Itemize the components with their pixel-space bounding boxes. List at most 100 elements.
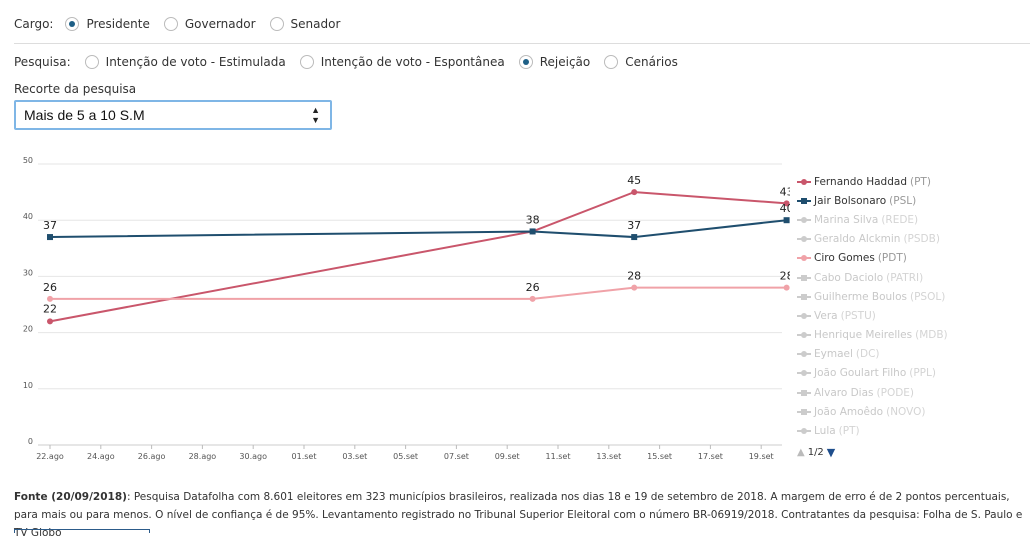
legend-name: Jair Bolsonaro [814,194,887,207]
legend-name: Vera [814,309,838,322]
data-label: 26 [43,281,57,294]
legend-name: Alvaro Dias [814,386,874,399]
legend-item[interactable]: Ciro Gomes (PDT) [797,249,948,268]
legend-swatch-icon [797,349,811,359]
option-label: Senador [290,17,341,31]
legend-swatch-icon [797,426,811,436]
data-label: 37 [43,219,57,232]
legend-item[interactable]: Alvaro Dias (PODE) [797,383,948,402]
radio-button[interactable] [604,55,619,69]
legend-item[interactable]: Eymael (DC) [797,345,948,364]
legend-party: (PDT) [877,252,907,265]
data-point [529,228,536,235]
pesquisa-option-rejeicao[interactable]: Rejeição [518,55,590,69]
series-line [50,286,787,300]
legend-name: Fernando Haddad [814,175,907,188]
cargo-label: Cargo: [14,17,54,31]
legend-party: (REDE) [881,213,919,226]
legend-item[interactable]: Cabo Daciolo (PATRI) [797,268,948,287]
option-label: Intenção de voto - Estimulada [105,55,286,69]
radio-button[interactable] [163,17,178,31]
legend-item[interactable]: Geraldo Alckmin (PSDB) [797,230,948,249]
x-tick-label: 19.set [749,452,774,461]
data-label: 45 [627,174,641,187]
pesquisa-option-espontanea[interactable]: Intenção de voto - Espontânea [299,55,505,69]
legend-party: (PSTU) [840,309,876,322]
legend-item[interactable]: Marina Silva (REDE) [797,210,948,229]
option-label: Cenários [625,55,678,69]
cargo-option-senador[interactable]: Senador [269,17,341,31]
y-tick-label: 30 [23,268,33,277]
data-label: 26 [526,281,540,294]
pesquisa-label: Pesquisa: [14,55,71,69]
pesquisa-row: Pesquisa: Intenção de voto - Estimulada … [14,55,692,69]
data-label: 40 [780,202,790,215]
x-tick-label: 07.set [444,452,469,461]
legend-swatch-icon [797,234,811,244]
data-label: 37 [627,219,641,232]
pager-text: 1/2 [807,447,824,458]
legend-pager: ▲ 1/2 ▼ [797,446,835,459]
cargo-option-presidente[interactable]: Presidente [65,17,150,31]
legend-swatch-icon [797,388,811,398]
legend-item[interactable]: Lula (PT) [797,421,948,440]
line-chart: 0 10 20 30 40 50 22.ago 24.ago 26.ago 28.ago 30.ag… [23,156,790,461]
legend-item[interactable]: Guilherme Boulos (PSOL) [797,287,948,306]
data-point [783,200,790,207]
x-tick-label: 15.set [647,452,672,461]
data-point [631,284,638,291]
radio-button[interactable] [65,17,80,31]
legend-swatch-icon [797,330,811,340]
legend-item[interactable]: Jair Bolsonaro (PSL) [797,191,948,210]
data-point [631,234,638,241]
divider [14,43,1030,44]
legend-item[interactable]: João Amoêdo (NOVO) [797,402,948,421]
radio-button[interactable] [84,55,99,69]
legend-party: (PPL) [909,367,936,380]
button-stub[interactable] [14,529,150,533]
pesquisa-option-cenarios[interactable]: Cenários [604,55,678,69]
legend-swatch-icon [797,196,811,206]
legend-name: Marina Silva [814,213,879,226]
legend-item[interactable]: Henrique Meirelles (MDB) [797,326,948,345]
legend-item[interactable]: Fernando Haddad (PT) [797,172,948,191]
legend-name: João Goulart Filho [814,367,907,380]
pager-down-icon[interactable]: ▼ [826,446,836,459]
x-tick-label: 24.ago [87,452,115,461]
select-arrows-icon: ▲ ▼ [311,105,320,125]
x-tick-label: 22.ago [36,452,64,461]
radio-button[interactable] [299,55,314,69]
legend-swatch-icon [797,407,811,417]
legend-name: Ciro Gomes [814,252,875,265]
legend-swatch-icon [797,253,811,263]
source-text: : Pesquisa Datafolha com 8.601 eleitores… [14,491,1023,539]
pesquisa-option-estimulada[interactable]: Intenção de voto - Estimulada [84,55,286,69]
source-date: Fonte (20/09/2018) [14,491,127,503]
radio-button[interactable] [269,17,284,31]
data-label: 43 [780,185,790,198]
data-point [783,217,790,224]
cargo-option-governador[interactable]: Governador [163,17,256,31]
legend-swatch-icon [797,177,811,187]
y-tick-label: 40 [23,212,33,221]
legend-name: João Amoêdo [814,405,884,418]
legend-party: (PSL) [889,194,917,207]
data-point [783,284,790,291]
radio-button[interactable] [518,55,533,69]
y-tick-label: 10 [23,381,33,390]
data-label: 22 [43,302,57,315]
legend-name: Geraldo Alckmin [814,233,901,246]
legend-party: (DC) [855,348,880,361]
pager-up-icon[interactable]: ▲ [797,447,805,458]
recorte-select[interactable]: Mais de 5 a 10 S.M ▲ ▼ [14,100,332,130]
legend-name: Henrique Meirelles [814,329,913,342]
data-point [529,295,536,302]
legend-name: Eymael [814,348,853,361]
legend-item[interactable]: Vera (PSTU) [797,306,948,325]
legend-name: Cabo Daciolo [814,271,884,284]
legend-item[interactable]: João Goulart Filho (PPL) [797,364,948,383]
series-line [49,219,787,239]
x-tick-label: 03.set [342,452,367,461]
legend-swatch-icon [797,368,811,378]
legend-name: Guilherme Boulos [814,290,907,303]
